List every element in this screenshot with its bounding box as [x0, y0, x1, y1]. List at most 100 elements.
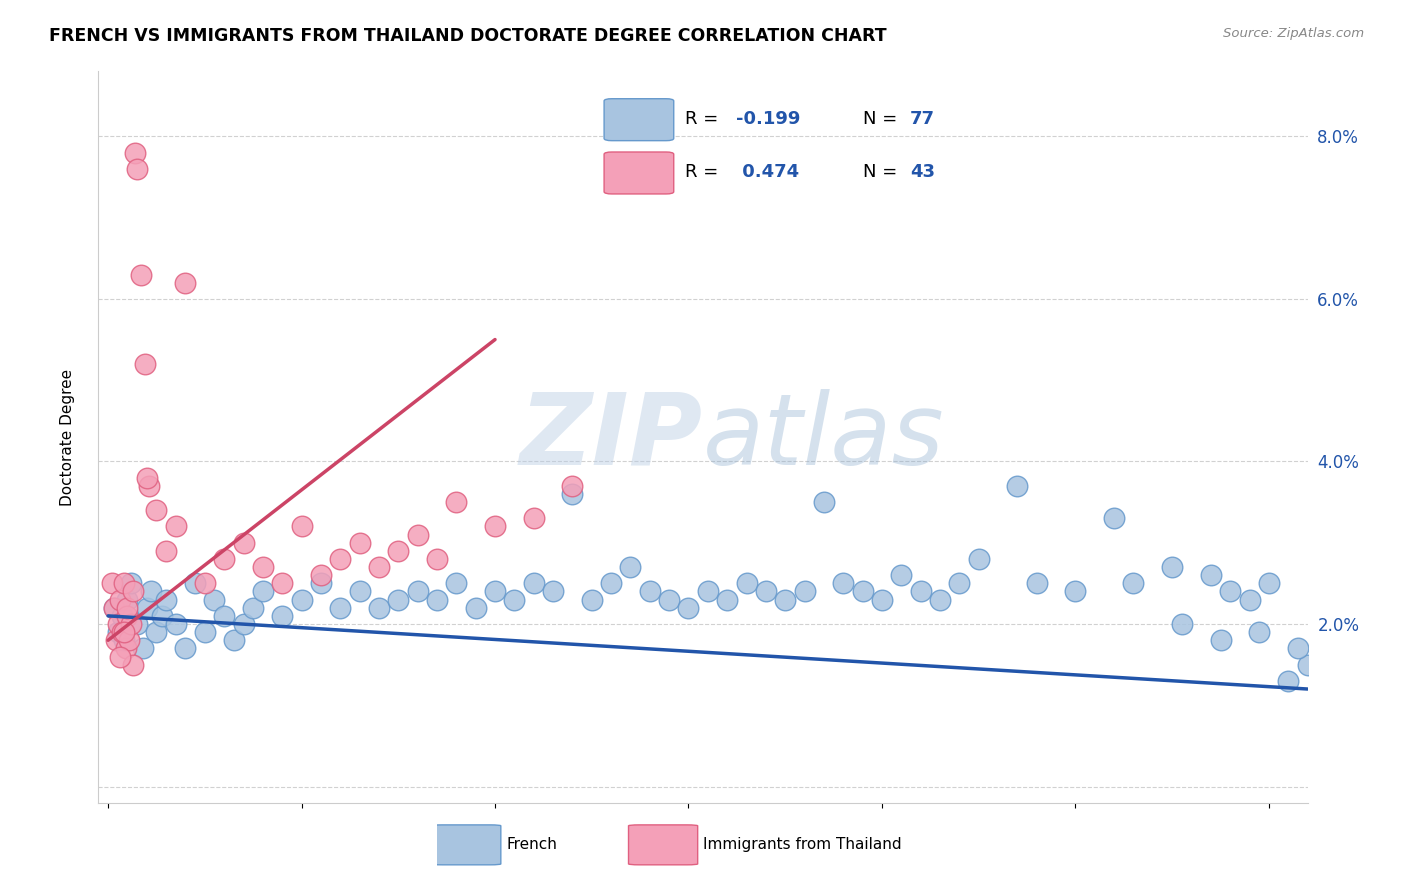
Point — [271, 576, 294, 591]
Point — [184, 576, 207, 591]
Point — [232, 535, 254, 549]
Point — [426, 552, 449, 566]
Point — [1249, 625, 1271, 640]
Point — [252, 560, 274, 574]
Point — [232, 617, 254, 632]
Point — [174, 276, 197, 290]
Text: FRENCH VS IMMIGRANTS FROM THAILAND DOCTORATE DEGREE CORRELATION CHART: FRENCH VS IMMIGRANTS FROM THAILAND DOCTO… — [49, 27, 887, 45]
Point — [129, 268, 152, 282]
Point — [112, 625, 135, 640]
Point — [194, 576, 217, 591]
Point — [1239, 592, 1261, 607]
Point — [870, 592, 893, 607]
Point — [1064, 584, 1087, 599]
Y-axis label: Doctorate Degree: Doctorate Degree — [60, 368, 75, 506]
Point — [523, 511, 546, 525]
Point — [117, 600, 139, 615]
Point — [127, 617, 149, 632]
Point — [484, 584, 506, 599]
Point — [120, 576, 142, 591]
Point — [1007, 479, 1029, 493]
Point — [114, 641, 136, 656]
Point — [135, 600, 157, 615]
Point — [145, 503, 167, 517]
Point — [1257, 576, 1279, 591]
Point — [832, 576, 855, 591]
Point — [464, 600, 486, 615]
Point — [1102, 511, 1125, 525]
Point — [212, 552, 235, 566]
Point — [122, 657, 145, 672]
Point — [561, 479, 583, 493]
Point — [852, 584, 875, 599]
Point — [948, 576, 970, 591]
Point — [967, 552, 990, 566]
Point — [503, 592, 526, 607]
Point — [561, 487, 583, 501]
Point — [484, 519, 506, 533]
Point — [813, 495, 835, 509]
Point — [111, 625, 134, 640]
Point — [349, 535, 371, 549]
Point — [658, 592, 681, 607]
Point — [910, 584, 932, 599]
Point — [117, 608, 139, 623]
Point — [387, 544, 409, 558]
Point — [165, 617, 187, 632]
Point — [1277, 673, 1299, 688]
Point — [101, 576, 124, 591]
Point — [600, 576, 623, 591]
Point — [755, 584, 778, 599]
Point — [329, 552, 352, 566]
Point — [290, 519, 312, 533]
Point — [145, 625, 167, 640]
Point — [138, 479, 160, 493]
Point — [716, 592, 738, 607]
Point — [309, 568, 332, 582]
Point — [1025, 576, 1047, 591]
Point — [793, 584, 815, 599]
Point — [242, 600, 264, 615]
Point — [309, 576, 332, 591]
Text: ZIP: ZIP — [520, 389, 703, 485]
Point — [1171, 617, 1194, 632]
Point — [204, 592, 226, 607]
Point — [108, 649, 131, 664]
Point — [446, 576, 468, 591]
Point — [1209, 633, 1232, 648]
Point — [104, 633, 127, 648]
Point — [1122, 576, 1144, 591]
Point — [132, 641, 155, 656]
Point — [150, 608, 173, 623]
Point — [541, 584, 564, 599]
Point — [406, 584, 429, 599]
Point — [329, 600, 352, 615]
Point — [134, 357, 156, 371]
Point — [773, 592, 796, 607]
Point — [523, 576, 546, 591]
Point — [406, 527, 429, 541]
Point — [890, 568, 912, 582]
Point — [155, 544, 177, 558]
Point — [103, 600, 125, 615]
Point — [1219, 584, 1241, 599]
Point — [252, 584, 274, 599]
Point — [174, 641, 197, 656]
Point — [135, 471, 157, 485]
Point — [118, 633, 141, 648]
Point — [368, 600, 391, 615]
Point — [290, 592, 312, 607]
Point — [619, 560, 641, 574]
Point — [194, 625, 217, 640]
Point — [112, 633, 135, 648]
Point — [107, 617, 129, 632]
Point — [117, 592, 139, 607]
Point — [112, 576, 135, 591]
Point — [155, 592, 177, 607]
Point — [696, 584, 718, 599]
Point — [108, 592, 131, 607]
Point — [678, 600, 700, 615]
Point — [139, 584, 162, 599]
Point — [165, 519, 187, 533]
Text: Source: ZipAtlas.com: Source: ZipAtlas.com — [1223, 27, 1364, 40]
